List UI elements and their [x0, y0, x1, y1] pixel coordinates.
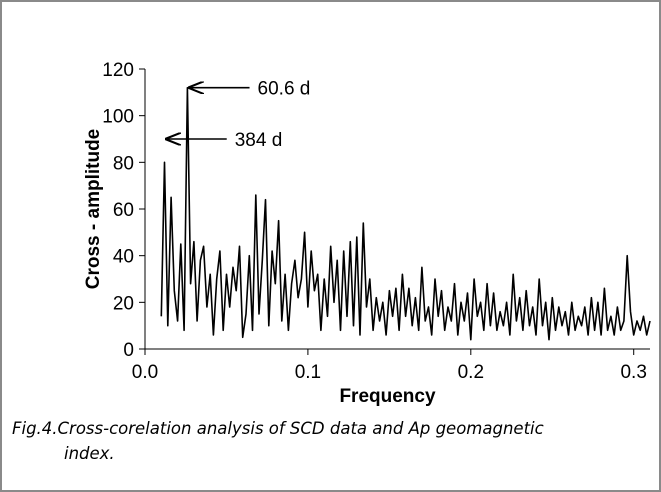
x-tick-label: 0.2: [458, 362, 484, 383]
y-axis-title: Cross - amplitude: [83, 129, 104, 289]
x-ticks: 0.0 0.1 0.2 0.3: [132, 349, 647, 383]
y-tick-label: 120: [102, 60, 134, 81]
y-ticks: 0 20 40 60 80 100 120: [102, 60, 145, 361]
y-tick-label: 0: [123, 340, 134, 361]
y-tick-label: 80: [113, 153, 134, 174]
y-tick-label: 40: [113, 247, 134, 268]
cross-correlation-chart: 0 20 40 60 80 100 120 0.0 0.1 0.2 0.3 60.6 d 384 d…: [83, 60, 651, 407]
x-tick-label: 0.1: [295, 362, 321, 383]
figure-caption: Fig.4.Cross-corelation analysis of SCD d…: [12, 416, 652, 466]
annotation-label: 384 d: [235, 130, 283, 151]
x-tick-label: 0.3: [620, 362, 646, 383]
x-axis-title: Frequency: [339, 386, 436, 407]
y-tick-label: 60: [113, 200, 134, 221]
x-tick-label: 0.0: [132, 362, 158, 383]
caption-line-2: index.: [64, 444, 115, 463]
annotation-label: 60.6 d: [258, 79, 311, 100]
y-tick-label: 100: [102, 107, 134, 128]
caption-line-1: Fig.4.Cross-corelation analysis of SCD d…: [12, 419, 544, 438]
annotations: 60.6 d 384 d: [167, 79, 311, 151]
series-line: [160, 86, 651, 341]
y-tick-label: 20: [113, 293, 134, 314]
